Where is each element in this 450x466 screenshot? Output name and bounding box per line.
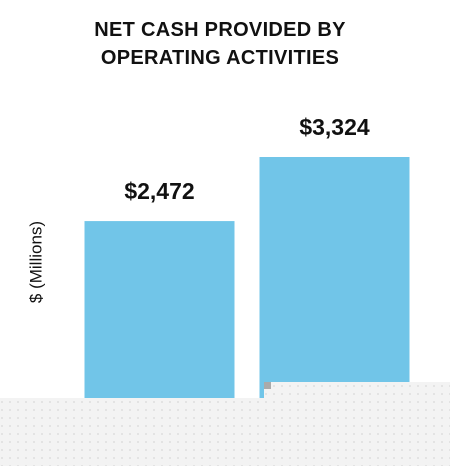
value-label: $2,472 xyxy=(124,178,194,204)
bar xyxy=(84,221,235,407)
bar xyxy=(259,157,410,407)
chart-title: NET CASH PROVIDED BY OPERATING ACTIVITIE… xyxy=(94,19,346,69)
value-label: $3,324 xyxy=(299,114,370,140)
overlay-corner xyxy=(264,382,271,389)
overlay-panel xyxy=(0,382,450,466)
y-axis-label: $ (Millions) xyxy=(26,221,45,303)
